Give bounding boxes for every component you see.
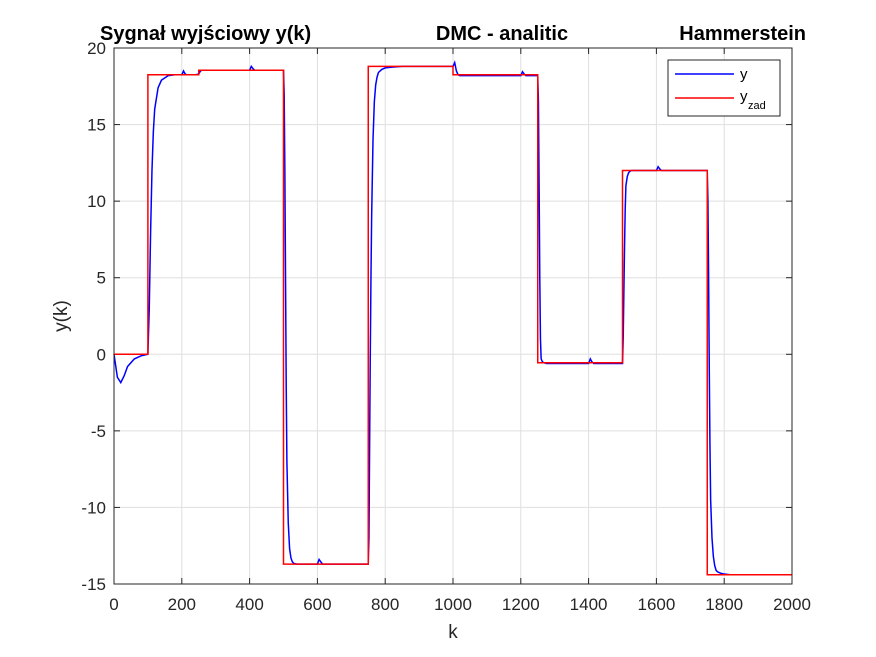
legend: y y zad bbox=[667, 59, 781, 117]
y-tick-label: -15 bbox=[81, 575, 106, 594]
y-tick-label: -5 bbox=[91, 422, 106, 441]
x-tick-label: 1000 bbox=[434, 595, 472, 614]
y-axis-label: y(k) bbox=[51, 300, 72, 332]
chart-title-left: Sygnał wyjściowy y(k) bbox=[100, 23, 311, 45]
x-tick-label: 0 bbox=[109, 595, 118, 614]
legend-label-yzad-subscript: zad bbox=[748, 100, 766, 112]
y-tick-label: 20 bbox=[87, 39, 106, 58]
x-tick-label: 1200 bbox=[502, 595, 540, 614]
x-tick-label: 400 bbox=[235, 595, 263, 614]
y-tick-label: 0 bbox=[97, 345, 106, 364]
x-tick-label: 1400 bbox=[570, 595, 608, 614]
series-layer bbox=[113, 60, 792, 576]
chart-title-center: DMC - analitic bbox=[436, 23, 568, 45]
axis-ticks: 0 200 400 600 800 1000 1200 1400 1600 1800 2000-15… bbox=[81, 39, 810, 614]
legend-box bbox=[667, 59, 781, 117]
x-tick-label: 600 bbox=[303, 595, 331, 614]
x-tick-label: 800 bbox=[371, 595, 399, 614]
plot-frame bbox=[113, 47, 793, 585]
y-tick-label: 10 bbox=[87, 192, 106, 211]
y-tick-label: 5 bbox=[97, 269, 106, 288]
legend-label-y: y bbox=[740, 66, 748, 83]
chart-title-right: Hammerstein bbox=[679, 23, 806, 45]
legend-label-yzad: y bbox=[740, 88, 748, 105]
x-tick-label: 2000 bbox=[773, 595, 811, 614]
series-line-yzad bbox=[114, 65, 792, 576]
y-tick-label: 15 bbox=[87, 116, 106, 135]
y-tick-label: -10 bbox=[81, 498, 106, 517]
x-tick-label: 200 bbox=[168, 595, 196, 614]
x-tick-label: 1600 bbox=[637, 595, 675, 614]
x-tick-label: 1800 bbox=[705, 595, 743, 614]
x-axis-label: k bbox=[448, 622, 458, 643]
